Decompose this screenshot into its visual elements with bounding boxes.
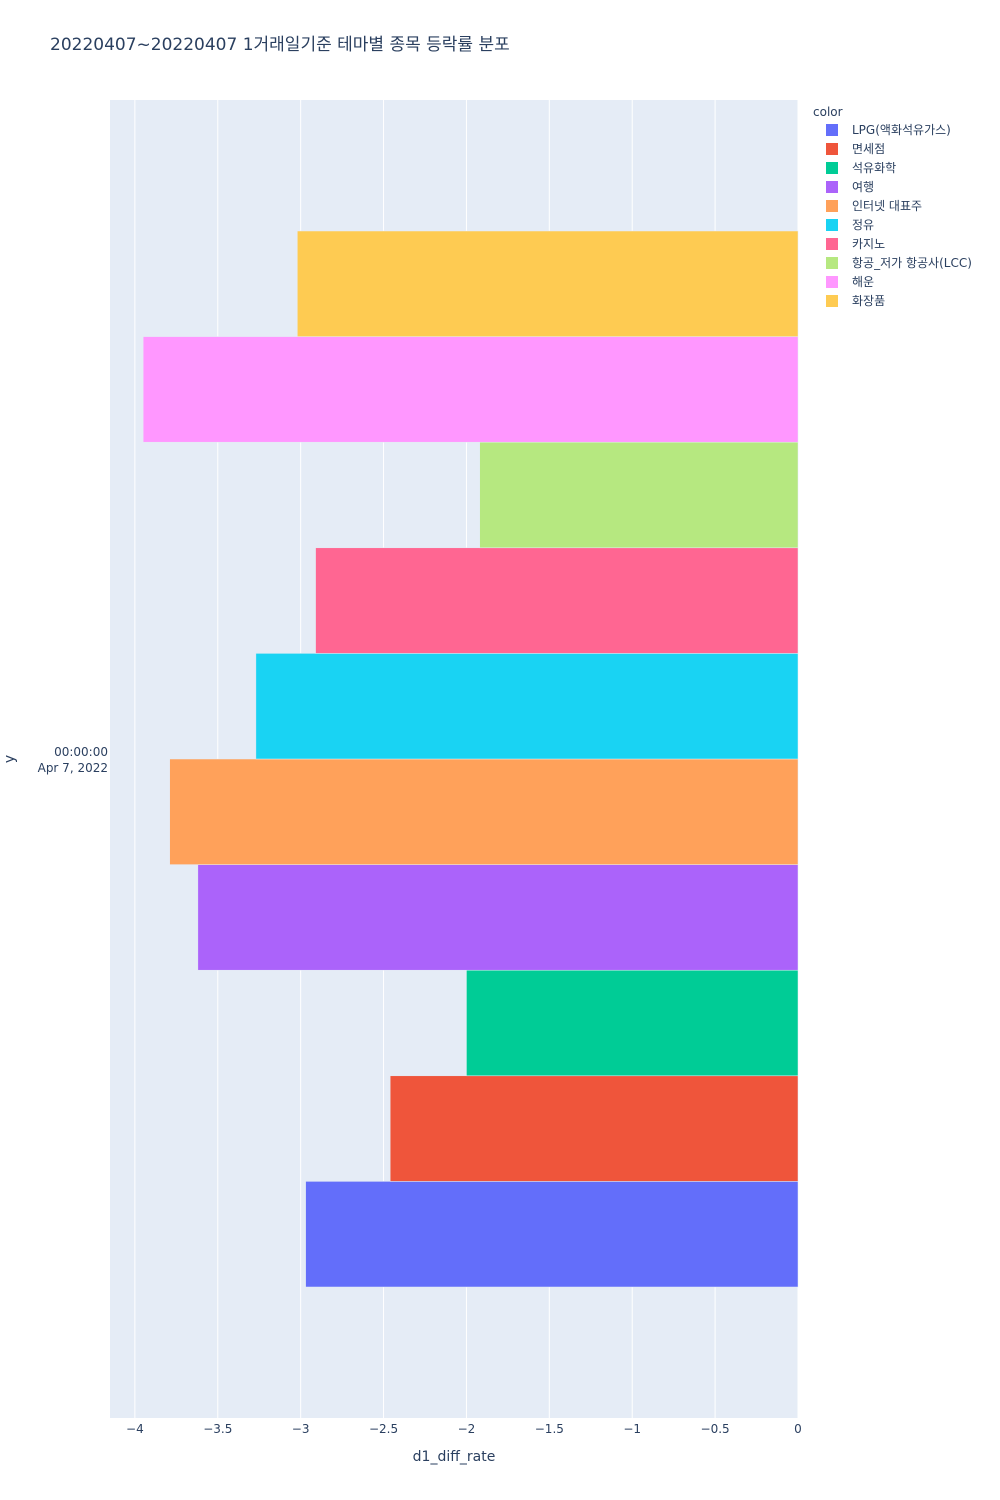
x-tick-layer: −4 −3.5 −3 −2.5 −2 −1.5 −1 −0.5 0 bbox=[126, 1422, 802, 1436]
bar-2[interactable] bbox=[389, 1075, 799, 1182]
y-tick-label-date: Apr 7, 2022 bbox=[38, 761, 108, 775]
legend-swatch[interactable] bbox=[826, 181, 838, 193]
x-tick-label: −2 bbox=[458, 1422, 476, 1436]
x-tick-label: −4 bbox=[126, 1422, 144, 1436]
bar-layer bbox=[142, 230, 799, 1288]
x-axis-title: d1_diff_rate bbox=[413, 1449, 496, 1465]
legend-swatch[interactable] bbox=[826, 295, 838, 307]
bar-8[interactable] bbox=[479, 441, 799, 549]
bar-10[interactable] bbox=[297, 230, 799, 337]
y-tick-layer: 00:00:00 Apr 7, 2022 bbox=[38, 745, 108, 775]
legend-label[interactable]: 면세점 bbox=[852, 142, 885, 156]
legend-label[interactable]: LPG(액화석유가스) bbox=[852, 123, 951, 137]
legend-swatch[interactable] bbox=[826, 238, 838, 250]
legend-label[interactable]: 정유 bbox=[852, 218, 874, 232]
legend-title: color bbox=[813, 105, 843, 119]
legend-label[interactable]: 인터넷 대표주 bbox=[852, 199, 922, 213]
bar-1[interactable] bbox=[305, 1181, 799, 1288]
legend-label[interactable]: 석유화학 bbox=[852, 161, 896, 175]
legend-label[interactable]: 항공_저가 항공사(LCC) bbox=[852, 256, 972, 270]
bar-4[interactable] bbox=[197, 864, 799, 971]
legend-swatch[interactable] bbox=[826, 162, 838, 174]
legend-label[interactable]: 화장품 bbox=[852, 294, 885, 308]
bar-6[interactable] bbox=[255, 653, 799, 760]
bar-7[interactable] bbox=[315, 547, 799, 654]
legend-swatch[interactable] bbox=[826, 219, 838, 231]
legend-swatch[interactable] bbox=[826, 124, 838, 136]
legend-label[interactable]: 카지노 bbox=[852, 237, 885, 251]
x-tick-label: −1 bbox=[623, 1422, 641, 1436]
bar-3[interactable] bbox=[466, 969, 799, 1077]
y-tick-label-time: 00:00:00 bbox=[54, 745, 108, 759]
legend-swatch[interactable] bbox=[826, 257, 838, 269]
x-tick-label: −2.5 bbox=[369, 1422, 398, 1436]
legend-swatch[interactable] bbox=[826, 143, 838, 155]
y-axis-title: y bbox=[2, 755, 18, 763]
legend-label[interactable]: 해운 bbox=[852, 275, 874, 289]
legend-swatch[interactable] bbox=[826, 200, 838, 212]
legend-label[interactable]: 여행 bbox=[852, 179, 874, 194]
x-tick-label: −1.5 bbox=[535, 1422, 564, 1436]
x-tick-label: −3 bbox=[292, 1422, 310, 1436]
bar-9[interactable] bbox=[142, 336, 799, 443]
x-tick-label: −3.5 bbox=[203, 1422, 232, 1436]
chart-title: 20220407~20220407 1거래일기준 테마별 종목 등락률 분포 bbox=[50, 35, 510, 55]
x-tick-label: −0.5 bbox=[701, 1422, 730, 1436]
x-tick-label: 0 bbox=[794, 1422, 802, 1436]
bar-5[interactable] bbox=[169, 758, 799, 865]
legend-swatch[interactable] bbox=[826, 276, 838, 288]
